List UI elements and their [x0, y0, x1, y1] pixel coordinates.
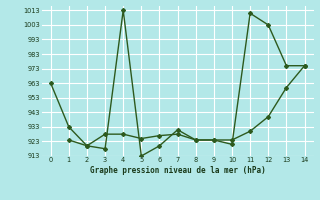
X-axis label: Graphe pression niveau de la mer (hPa): Graphe pression niveau de la mer (hPa) — [90, 166, 266, 175]
